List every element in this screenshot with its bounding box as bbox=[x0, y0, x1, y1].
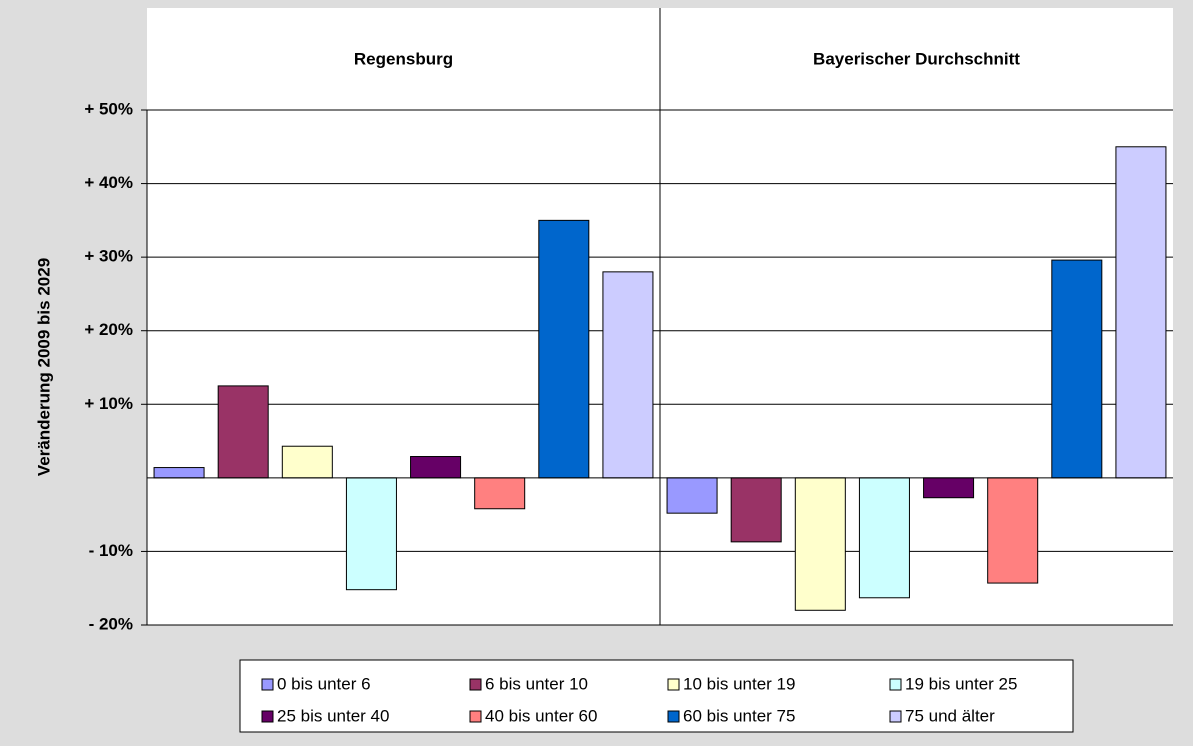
bar bbox=[281, 445, 333, 479]
y-tick-label: + 50% bbox=[84, 99, 133, 118]
legend-swatch bbox=[261, 678, 274, 691]
bar bbox=[1051, 259, 1103, 479]
y-tick-label: + 10% bbox=[84, 394, 133, 413]
y-tick-label: + 40% bbox=[84, 173, 133, 192]
legend-swatch bbox=[667, 710, 680, 723]
bar bbox=[602, 271, 654, 479]
y-axis-label: Veränderung 2009 bis 2029 bbox=[34, 258, 53, 476]
bar bbox=[730, 477, 782, 543]
legend-label: 40 bis unter 60 bbox=[485, 706, 597, 725]
bar bbox=[217, 385, 269, 479]
legend-swatch bbox=[889, 678, 902, 691]
bar bbox=[923, 477, 975, 499]
bar bbox=[345, 477, 397, 591]
bar bbox=[538, 219, 590, 479]
legend-swatch bbox=[469, 678, 482, 691]
y-tick-label: + 20% bbox=[84, 320, 133, 339]
legend-label: 19 bis unter 25 bbox=[905, 674, 1017, 693]
legend-swatch bbox=[469, 710, 482, 723]
bar bbox=[153, 467, 205, 479]
legend-label: 6 bis unter 10 bbox=[485, 674, 588, 693]
bar bbox=[858, 477, 910, 599]
legend-label: 0 bis unter 6 bbox=[277, 674, 371, 693]
legend-label: 75 und älter bbox=[905, 706, 995, 725]
legend bbox=[239, 659, 1074, 733]
legend-swatch bbox=[667, 678, 680, 691]
category-label: Regensburg bbox=[354, 49, 453, 68]
legend-label: 10 bis unter 19 bbox=[683, 674, 795, 693]
legend-label: 25 bis unter 40 bbox=[277, 706, 389, 725]
bar bbox=[474, 477, 526, 510]
bar bbox=[666, 477, 718, 514]
y-tick-label: + 30% bbox=[84, 247, 133, 266]
legend-swatch bbox=[261, 710, 274, 723]
legend-swatch bbox=[889, 710, 902, 723]
bar bbox=[794, 477, 846, 611]
bar bbox=[1115, 146, 1167, 479]
y-tick-label: - 20% bbox=[89, 614, 133, 633]
y-tick-label: - 10% bbox=[89, 541, 133, 560]
legend-label: 60 bis unter 75 bbox=[683, 706, 795, 725]
bar bbox=[410, 456, 462, 479]
bar bbox=[987, 477, 1039, 584]
category-label: Bayerischer Durchschnitt bbox=[813, 49, 1020, 68]
